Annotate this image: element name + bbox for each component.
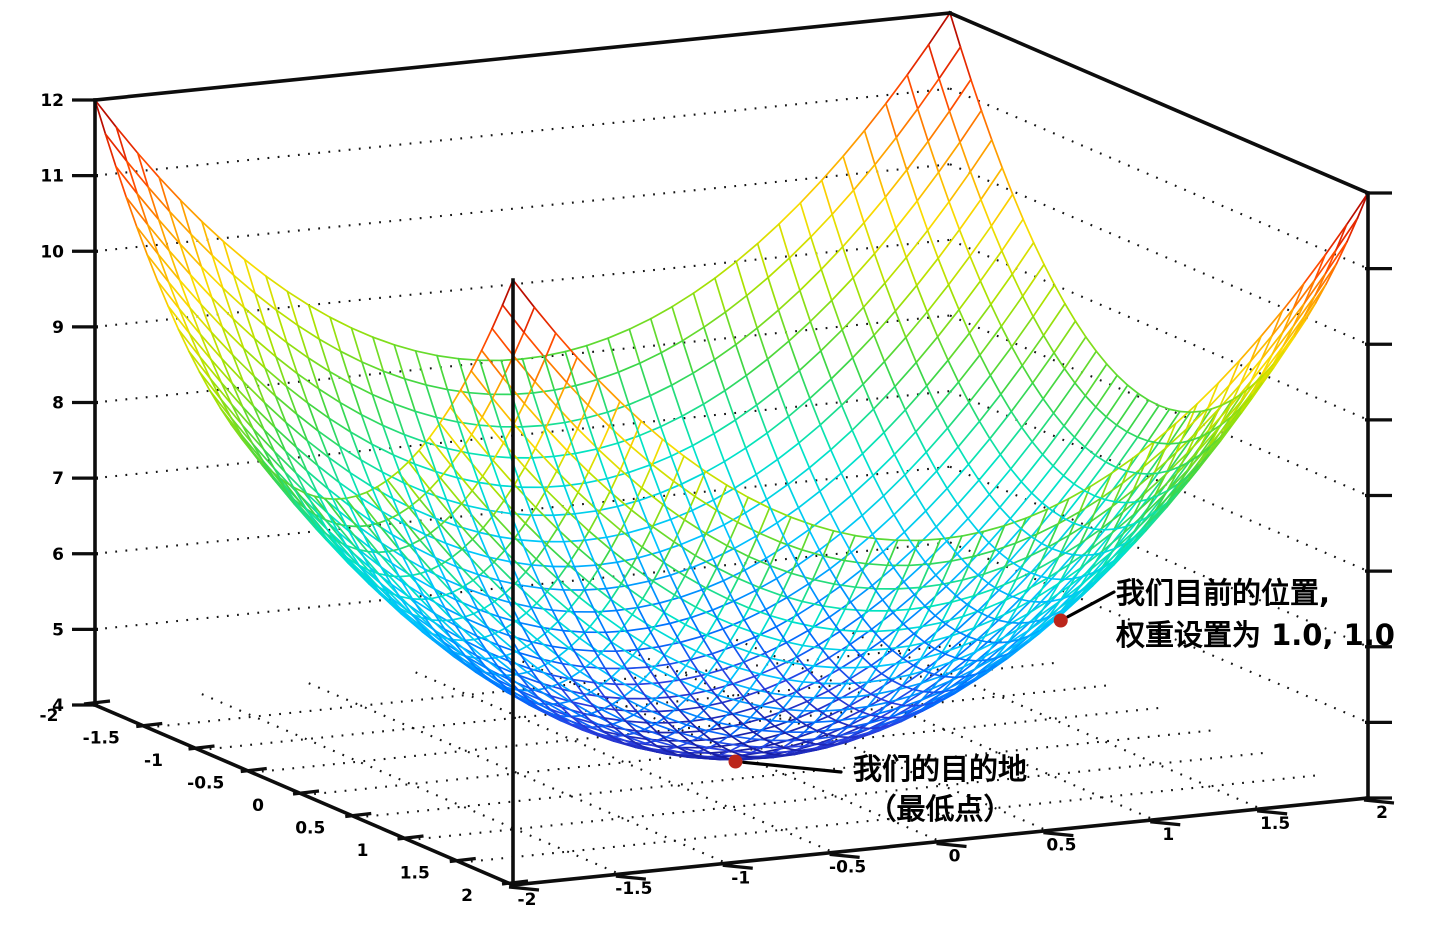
svg-text:-1: -1 [144,751,163,771]
surface-mesh [94,12,1369,761]
annotation-destination: 我们的目的地 （最低点） [834,749,1046,829]
annotation-markers [728,590,1116,774]
svg-text:0: 0 [949,847,961,867]
svg-text:4: 4 [52,696,64,716]
svg-text:2: 2 [1376,803,1388,823]
svg-text:1: 1 [1162,825,1174,845]
svg-text:-2: -2 [518,890,537,910]
svg-text:-0.5: -0.5 [829,857,866,877]
svg-text:1.5: 1.5 [400,864,430,884]
svg-text:2: 2 [461,886,473,906]
svg-text:-1.5: -1.5 [615,879,652,899]
svg-text:-1.5: -1.5 [83,729,120,749]
svg-text:7: 7 [52,469,64,489]
svg-text:-0.5: -0.5 [187,774,224,794]
svg-text:6: 6 [52,545,64,565]
svg-text:0.5: 0.5 [1046,836,1076,856]
marker-current-position [1053,613,1068,628]
svg-text:12: 12 [40,91,64,111]
tick-marks [72,98,1395,892]
svg-text:0.5: 0.5 [295,819,325,839]
annotation-current-line-2: 权重设置为 1.0, 1.0 [1116,618,1395,652]
svg-text:-1: -1 [731,868,750,888]
svg-text:10: 10 [40,242,64,262]
marker-destination [728,754,743,769]
annotation-destination-line-1: 我们的目的地 [852,752,1027,786]
annotation-current-position: 我们目前的位置, 权重设置为 1.0, 1.0 [1116,572,1395,656]
svg-text:11: 11 [40,167,64,187]
svg-text:1: 1 [357,841,369,861]
svg-text:1.5: 1.5 [1260,814,1290,834]
annotation-current-line-1: 我们目前的位置, [1116,576,1331,610]
svg-text:9: 9 [52,318,64,338]
annotation-destination-line-2: （最低点） [867,792,1013,826]
svg-text:-2: -2 [40,706,59,726]
svg-text:5: 5 [52,620,64,640]
svg-text:0: 0 [252,796,264,816]
svg-text:8: 8 [52,394,64,414]
